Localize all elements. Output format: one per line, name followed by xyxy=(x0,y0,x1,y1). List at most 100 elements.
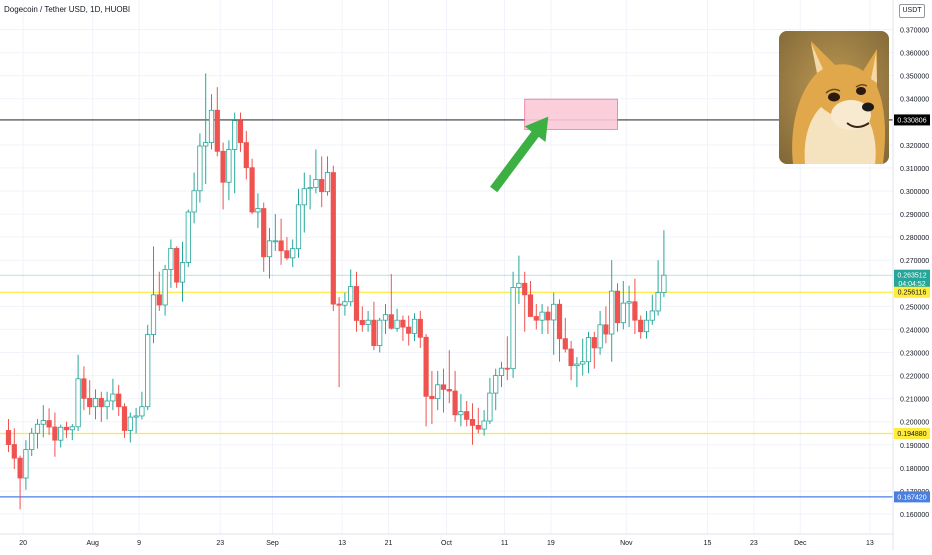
candle xyxy=(406,315,412,346)
candle xyxy=(307,174,313,210)
candle xyxy=(510,271,516,378)
candle xyxy=(417,310,423,348)
candle xyxy=(423,334,429,427)
candle-body-up xyxy=(626,301,632,304)
candle xyxy=(342,292,348,316)
candle-body-up xyxy=(382,314,389,321)
candle xyxy=(58,424,64,448)
time-tick-label: 11 xyxy=(501,540,508,547)
blue-level-badge-label: 0.167420 xyxy=(897,494,926,501)
candle xyxy=(371,301,377,351)
candle xyxy=(452,370,458,422)
time-tick-label: 15 xyxy=(704,540,712,547)
candle xyxy=(46,408,52,435)
candle xyxy=(469,403,476,445)
candle xyxy=(464,400,470,427)
candle xyxy=(551,292,557,355)
candle-body-down xyxy=(63,426,70,431)
candle-body-down xyxy=(533,316,539,321)
up-arrow-icon[interactable] xyxy=(490,116,549,193)
candle xyxy=(585,331,592,374)
currency-label[interactable]: USDT xyxy=(899,4,925,18)
candle-body-up xyxy=(580,361,586,365)
candle xyxy=(533,304,539,330)
candle-body-up xyxy=(313,179,319,188)
time-tick-label: 9 xyxy=(137,540,141,547)
candle-body-up xyxy=(168,248,174,270)
candle xyxy=(324,156,331,196)
price-axis[interactable]: 0.370000 0.360000 0.350000 0.340000 0.320000… xyxy=(892,0,929,550)
candle xyxy=(261,202,267,272)
candle xyxy=(121,403,128,438)
candle xyxy=(272,214,278,251)
candle xyxy=(336,297,342,388)
price-tick-label: 0.290000 xyxy=(900,212,929,219)
countdown-label: 04:04:52 xyxy=(898,281,925,288)
candle xyxy=(98,391,104,422)
candle xyxy=(504,336,510,381)
candle-body-down xyxy=(336,303,342,306)
candle xyxy=(574,357,580,388)
candle-body-up xyxy=(150,294,157,335)
current-price-badge-label: 0.263512 xyxy=(897,273,926,280)
yellow-level-badge-label: 0.256116 xyxy=(898,290,927,297)
candle xyxy=(220,142,226,210)
candle xyxy=(411,313,418,341)
candle xyxy=(23,440,29,490)
candle-body-down xyxy=(469,419,476,426)
candle xyxy=(34,418,41,449)
candle xyxy=(458,394,464,427)
candle xyxy=(191,172,197,224)
candle xyxy=(179,241,186,302)
candle xyxy=(580,338,586,376)
candle-body-down xyxy=(371,319,377,346)
candle-body-down xyxy=(388,314,394,329)
candle xyxy=(620,280,626,330)
candle-body-up xyxy=(458,411,464,416)
candle-body-down xyxy=(452,390,458,416)
resistance-badge[interactable] xyxy=(894,114,930,126)
time-axis[interactable]: 20 Aug 9 23 Sep 13 21 Oct 11 19 Nov 15 23 Dec 13 xyxy=(0,533,893,547)
candle-body-down xyxy=(17,457,23,479)
time-tick-label: Nov xyxy=(620,540,633,547)
candle-body-down xyxy=(46,420,52,428)
price-tick-label: 0.180000 xyxy=(900,466,929,473)
candle-body-up xyxy=(162,269,168,306)
candle xyxy=(655,260,661,316)
price-tick-label: 0.360000 xyxy=(900,51,929,58)
candle xyxy=(626,285,632,328)
candle xyxy=(649,294,655,325)
candle xyxy=(295,188,302,258)
candle-body-up xyxy=(110,393,116,402)
candle-body-up xyxy=(23,449,29,479)
candle-body-up xyxy=(295,204,302,250)
candle xyxy=(429,370,435,425)
candle xyxy=(348,269,354,307)
candle xyxy=(150,246,157,344)
candle xyxy=(255,193,261,228)
candle xyxy=(475,407,481,434)
candle-body-up xyxy=(29,432,35,451)
candle xyxy=(632,278,638,335)
symbol-title[interactable]: Dogecoin / Tether USD, 1D, HUOBI xyxy=(4,5,131,14)
candle xyxy=(284,237,290,261)
candle-body-up xyxy=(342,301,348,306)
candle-body-up xyxy=(498,367,505,376)
candle-body-up xyxy=(208,109,215,143)
price-tick-label: 0.370000 xyxy=(900,28,929,35)
current-price-badge[interactable] xyxy=(894,269,930,290)
candle xyxy=(568,340,574,381)
price-tick-label: 0.340000 xyxy=(900,97,929,104)
blue-level-badge[interactable] xyxy=(894,491,930,503)
candle-body-up xyxy=(58,426,64,441)
candle-body-up xyxy=(40,420,46,425)
yellow-level-badge[interactable] xyxy=(894,286,930,298)
candle-body-down xyxy=(278,240,284,252)
candle-body-up xyxy=(185,211,191,263)
candle-body-up xyxy=(487,392,493,422)
candle-body-up xyxy=(649,310,655,321)
support-badge[interactable] xyxy=(894,428,930,440)
candle-body-up xyxy=(411,318,418,334)
candle xyxy=(313,149,319,194)
